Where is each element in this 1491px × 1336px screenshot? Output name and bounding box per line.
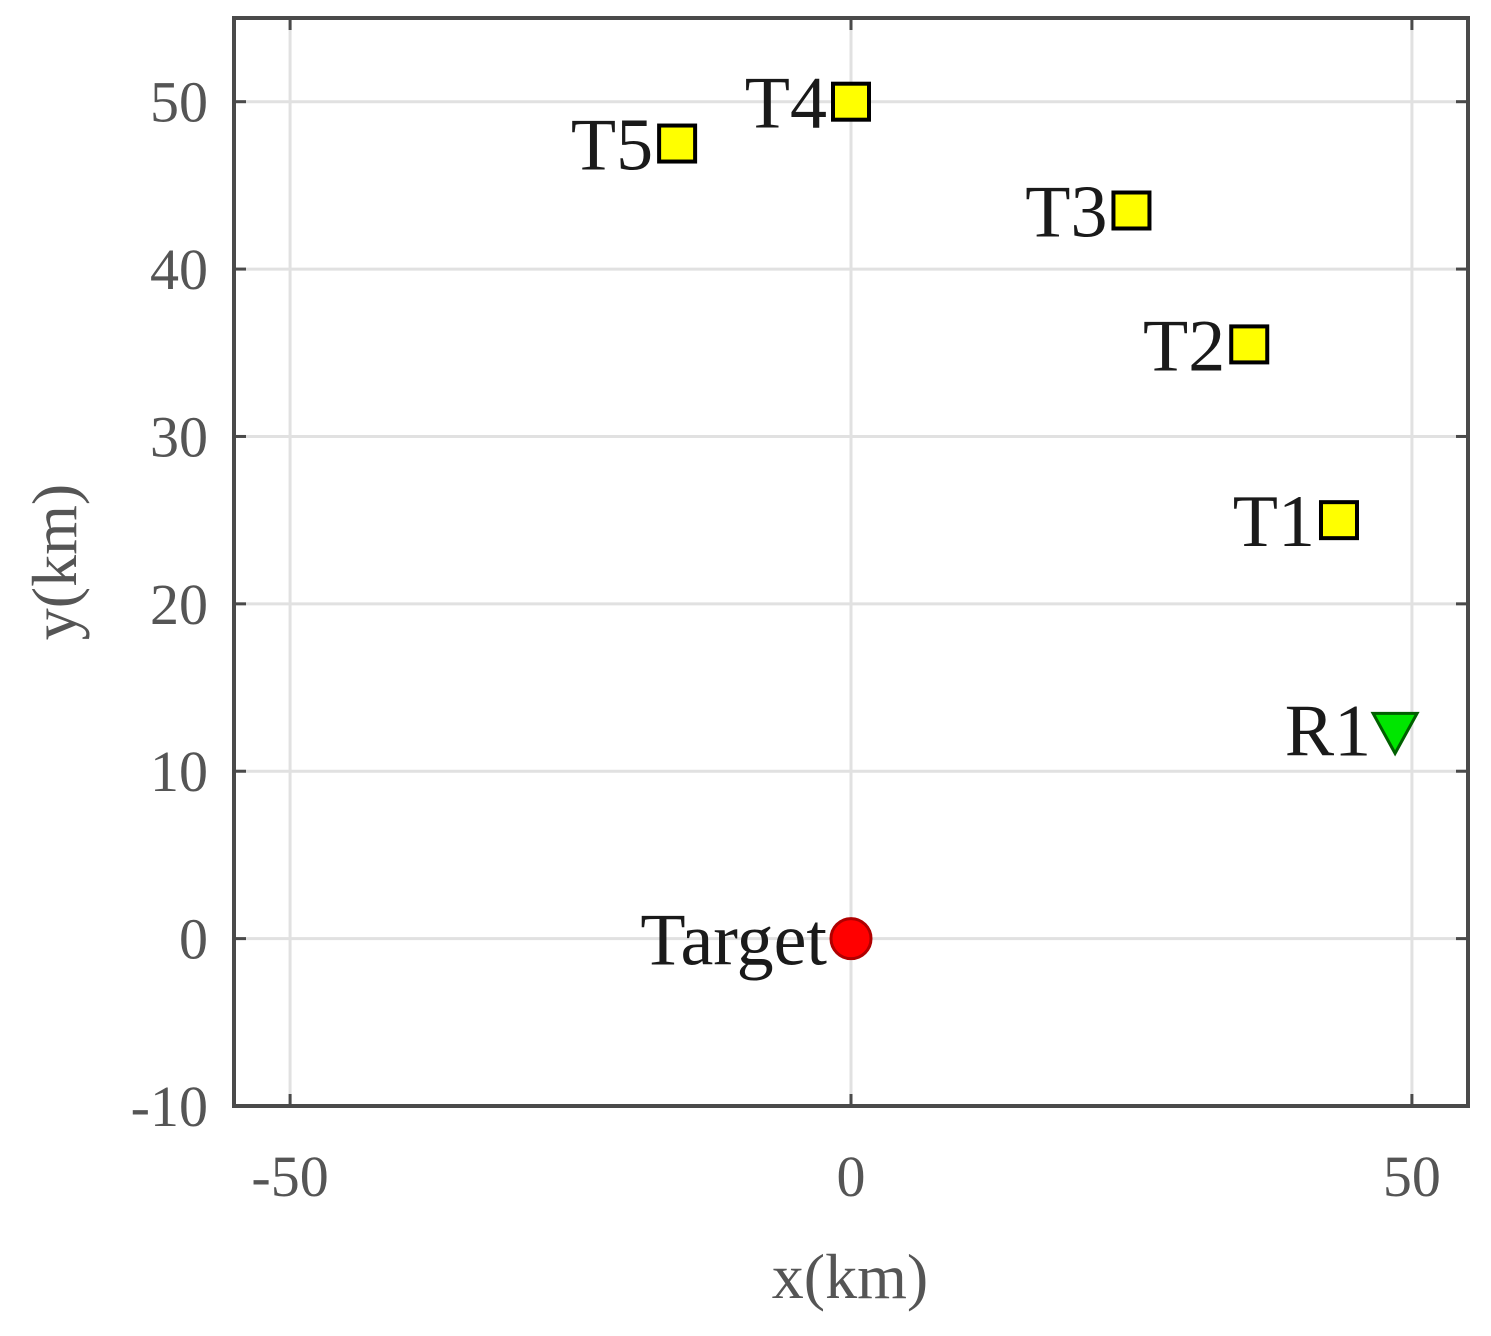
marker-t4 xyxy=(831,81,871,122)
x-axis-label: x(km) xyxy=(772,1241,928,1312)
x-tick-label: 0 xyxy=(837,1144,866,1209)
marker-t5 xyxy=(657,123,698,164)
x-tick-label: -50 xyxy=(251,1144,328,1209)
data-points xyxy=(657,81,1420,961)
marker-r1 xyxy=(1370,711,1420,757)
marker-t1 xyxy=(1318,500,1359,541)
marker-target xyxy=(829,917,873,961)
y-axis-label: y(km) xyxy=(19,484,90,640)
label-target: Target xyxy=(640,900,827,982)
marker-t2 xyxy=(1229,324,1270,365)
y-tick-label: 20 xyxy=(150,572,208,637)
y-tick-label: 0 xyxy=(179,907,208,972)
y-tick-label: -10 xyxy=(131,1074,208,1139)
y-tick-label: 30 xyxy=(150,404,208,469)
ticks: -50 0 50 -10 0 10 20 30 40 50 xyxy=(131,18,1468,1209)
marker-t3 xyxy=(1111,190,1152,231)
y-tick-label: 10 xyxy=(150,739,208,804)
label-t2: T2 xyxy=(1143,305,1225,387)
x-tick-label: 50 xyxy=(1383,1144,1441,1209)
point-labels: T1 T2 T3 T4 T5 R1 Target xyxy=(571,63,1371,982)
label-t1: T1 xyxy=(1233,481,1315,563)
label-t4: T4 xyxy=(745,63,827,145)
y-tick-label: 40 xyxy=(150,237,208,302)
label-r1: R1 xyxy=(1285,690,1371,772)
label-t3: T3 xyxy=(1025,171,1107,253)
label-t5: T5 xyxy=(571,105,653,187)
y-tick-label: 50 xyxy=(150,70,208,135)
